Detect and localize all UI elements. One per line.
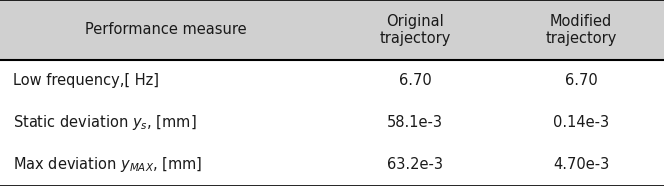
Text: 6.70: 6.70: [564, 73, 598, 88]
Text: Original
trajectory: Original trajectory: [379, 14, 451, 46]
Text: Low frequency,[ Hz]: Low frequency,[ Hz]: [13, 73, 159, 88]
Text: 4.70e-3: 4.70e-3: [553, 157, 609, 172]
Text: Performance measure: Performance measure: [85, 22, 247, 37]
Text: Static deviation $y_s$, [mm]: Static deviation $y_s$, [mm]: [13, 113, 197, 132]
Text: 6.70: 6.70: [398, 73, 432, 88]
Text: 58.1e-3: 58.1e-3: [387, 115, 443, 130]
FancyBboxPatch shape: [0, 0, 664, 60]
Text: 0.14e-3: 0.14e-3: [553, 115, 609, 130]
Text: Modified
trajectory: Modified trajectory: [545, 14, 617, 46]
FancyBboxPatch shape: [0, 144, 664, 186]
FancyBboxPatch shape: [0, 60, 664, 102]
Text: 63.2e-3: 63.2e-3: [387, 157, 443, 172]
Text: Max deviation $y_{MAX}$, [mm]: Max deviation $y_{MAX}$, [mm]: [13, 155, 203, 174]
FancyBboxPatch shape: [0, 102, 664, 144]
